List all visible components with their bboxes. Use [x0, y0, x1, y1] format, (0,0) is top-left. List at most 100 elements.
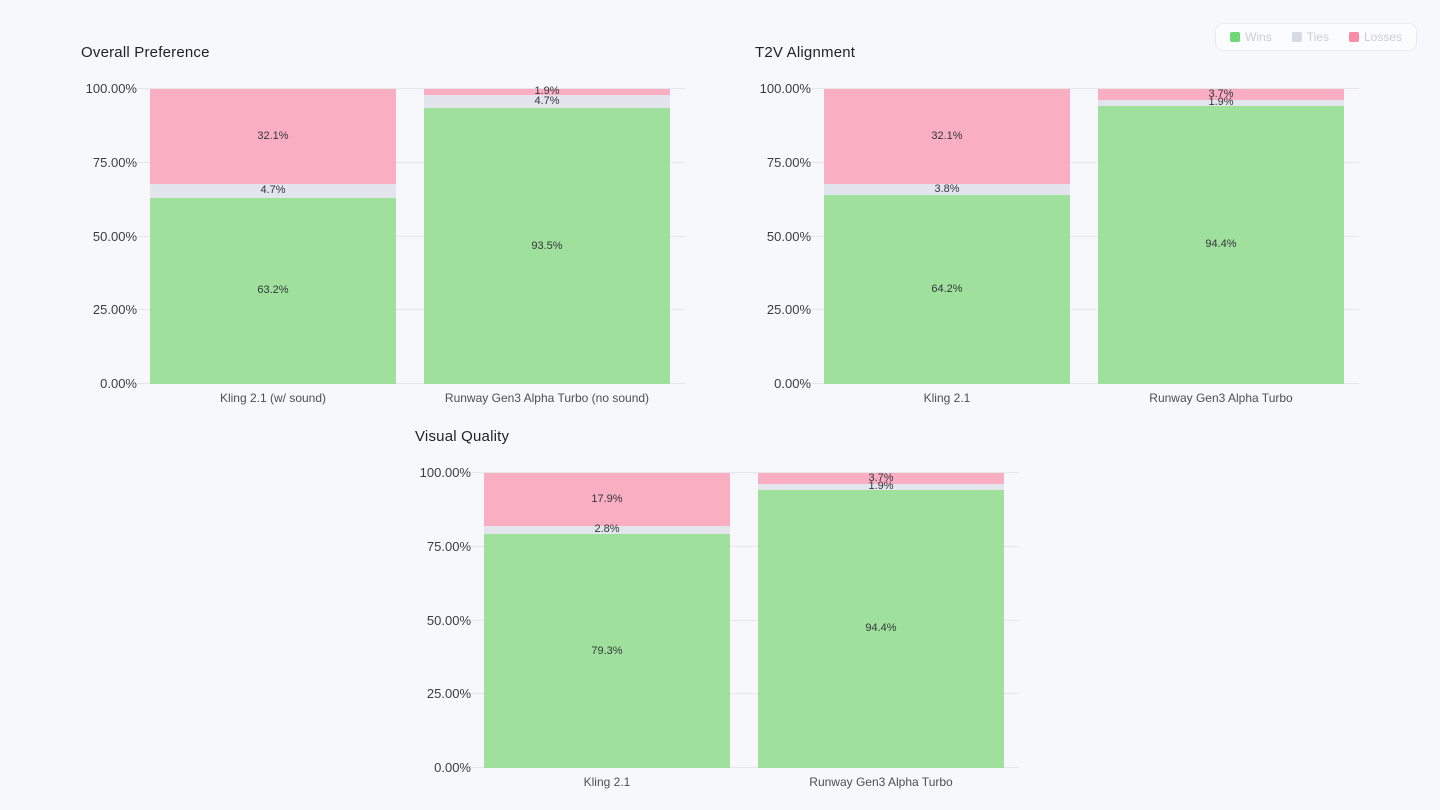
chart-title: T2V Alignment	[755, 44, 856, 61]
gridline	[471, 545, 1019, 547]
segment-value-label: 32.1%	[931, 129, 963, 142]
bar-segment-wins[interactable]: 93.5%	[424, 108, 670, 384]
legend-label: Ties	[1306, 30, 1329, 44]
y-tick-label: 50.00%	[766, 228, 811, 244]
segment-value-label: 17.9%	[591, 492, 623, 505]
stacked-bar[interactable]: 3.7% 1.9% 94.4%	[1098, 87, 1344, 384]
bar-segment-wins[interactable]: 94.4%	[758, 489, 1004, 768]
segment-value-label: 32.1%	[257, 129, 289, 142]
gridline	[137, 161, 685, 163]
bar-segment-losses[interactable]: 17.9%	[484, 473, 730, 526]
y-tick-label: 75.00%	[92, 154, 137, 170]
legend-label: Wins	[1245, 30, 1272, 44]
plot-area: 32.1% 4.7% 63.2% 1.9% 4.7% 93.5%	[137, 85, 685, 384]
segment-value-label: 79.3%	[591, 644, 623, 657]
bar-segment-wins[interactable]: 63.2%	[150, 197, 396, 384]
chart-t2v-alignment: T2V Alignment 0.00% 25.00% 50.00% 75.00% 100…	[755, 44, 1359, 407]
segment-value-label: 3.7%	[1208, 87, 1234, 100]
segment-value-label: 3.8%	[934, 182, 960, 195]
x-axis-label: Kling 2.1	[583, 775, 631, 789]
segment-value-label: 1.9%	[868, 480, 894, 493]
legend-item-losses[interactable]: Losses	[1348, 30, 1402, 44]
bar-segment-wins[interactable]: 79.3%	[484, 534, 730, 768]
bar-segment-losses[interactable]: 1.9%	[424, 85, 670, 98]
legend-item-wins[interactable]: Wins	[1230, 30, 1272, 44]
bar-segment-ties[interactable]: 3.8%	[824, 182, 1070, 195]
bar-segment-ties[interactable]: 1.9%	[1098, 96, 1344, 109]
ties-swatch-icon	[1291, 32, 1302, 42]
x-axis-label: Runway Gen3 Alpha Turbo	[1149, 391, 1293, 405]
y-tick-label: 25.00%	[766, 302, 811, 318]
chart-visual-quality: Visual Quality 0.00% 25.00% 50.00% 75.00% 10…	[415, 428, 1019, 791]
y-tick-label: 75.00%	[426, 538, 471, 554]
y-axis: 0.00% 25.00% 50.00% 75.00% 100.00%	[755, 81, 811, 391]
gridline	[811, 309, 1359, 311]
chart-title: Visual Quality	[415, 428, 510, 445]
segment-value-label: 1.9%	[1208, 96, 1234, 109]
chart-title: Overall Preference	[81, 44, 210, 61]
x-axis: Kling 2.1 (w/ sound) Runway Gen3 Alpha Tu…	[150, 391, 685, 407]
gridline	[137, 309, 685, 311]
x-axis: Kling 2.1 Runway Gen3 Alpha Turbo	[824, 391, 1359, 407]
stacked-bar[interactable]: 1.9% 4.7% 93.5%	[424, 85, 670, 384]
chart-legend: Wins Ties Losses	[1215, 23, 1417, 51]
y-tick-label: 75.00%	[766, 154, 811, 170]
y-tick-label: 0.00%	[774, 376, 811, 391]
segment-value-label: 63.2%	[257, 284, 289, 297]
segment-value-label: 4.7%	[260, 184, 286, 197]
bar-segment-ties[interactable]: 2.8%	[484, 523, 730, 536]
stacked-bar[interactable]: 3.7% 1.9% 94.4%	[758, 471, 1004, 768]
bar-segment-ties[interactable]: 4.7%	[424, 94, 670, 109]
y-tick-label: 25.00%	[92, 302, 137, 318]
bar-segment-losses[interactable]: 3.7%	[758, 471, 1004, 484]
wins-swatch-icon	[1230, 32, 1241, 42]
segment-value-label: 94.4%	[865, 622, 897, 635]
gridline	[137, 88, 685, 89]
y-tick-label: 50.00%	[426, 612, 471, 628]
y-tick-label: 0.00%	[434, 760, 471, 775]
stacked-bar[interactable]: 32.1% 3.8% 64.2%	[824, 89, 1070, 384]
bar-segment-losses[interactable]: 3.7%	[1098, 87, 1344, 100]
x-axis: Kling 2.1 Runway Gen3 Alpha Turbo	[484, 775, 1019, 791]
gridline	[137, 383, 685, 384]
y-tick-label: 100.00%	[85, 81, 137, 96]
segment-value-label: 2.8%	[594, 523, 620, 536]
y-tick-label: 25.00%	[426, 686, 471, 702]
y-tick-label: 50.00%	[92, 228, 137, 244]
x-axis-label: Kling 2.1 (w/ sound)	[219, 391, 327, 405]
gridline	[471, 472, 1019, 473]
bar-segment-ties[interactable]: 1.9%	[758, 480, 1004, 493]
stacked-bar[interactable]: 32.1% 4.7% 63.2%	[150, 89, 396, 384]
bar-segment-ties[interactable]: 4.7%	[150, 183, 396, 198]
y-tick-label: 100.00%	[759, 81, 811, 96]
y-tick-label: 100.00%	[419, 465, 471, 480]
gridline	[811, 235, 1359, 237]
plot-area: 32.1% 3.8% 64.2% 3.7% 1.9% 94.4%	[811, 87, 1359, 384]
x-axis-label: Kling 2.1	[923, 391, 971, 405]
gridline	[137, 235, 685, 237]
bar-segment-wins[interactable]: 64.2%	[824, 194, 1070, 384]
segment-value-label: 4.7%	[534, 95, 560, 108]
y-tick-label: 0.00%	[100, 376, 137, 391]
gridline	[471, 619, 1019, 621]
gridline	[471, 693, 1019, 695]
bar-segment-losses[interactable]: 32.1%	[150, 89, 396, 184]
bar-segment-losses[interactable]: 32.1%	[824, 89, 1070, 184]
plot-area: 17.9% 2.8% 79.3% 3.7% 1.9% 94.4%	[471, 471, 1019, 768]
x-axis-label: Runway Gen3 Alpha Turbo (no sound)	[444, 391, 650, 405]
chart-overall-preference: Overall Preference 0.00% 25.00% 50.00% 75.0…	[81, 44, 685, 407]
gridline	[471, 767, 1019, 768]
gridline	[811, 88, 1359, 89]
segment-value-label: 1.9%	[534, 85, 560, 98]
x-axis-label: Runway Gen3 Alpha Turbo	[809, 775, 953, 789]
legend-item-ties[interactable]: Ties	[1291, 30, 1329, 44]
y-axis: 0.00% 25.00% 50.00% 75.00% 100.00%	[81, 81, 137, 391]
bar-segment-wins[interactable]: 94.4%	[1098, 105, 1344, 384]
stacked-bar[interactable]: 17.9% 2.8% 79.3%	[484, 473, 730, 768]
legend-label: Losses	[1363, 30, 1402, 44]
segment-value-label: 64.2%	[931, 282, 963, 295]
segment-value-label: 93.5%	[531, 239, 563, 252]
segment-value-label: 3.7%	[868, 471, 894, 484]
losses-swatch-icon	[1348, 32, 1359, 42]
gridline	[811, 161, 1359, 163]
